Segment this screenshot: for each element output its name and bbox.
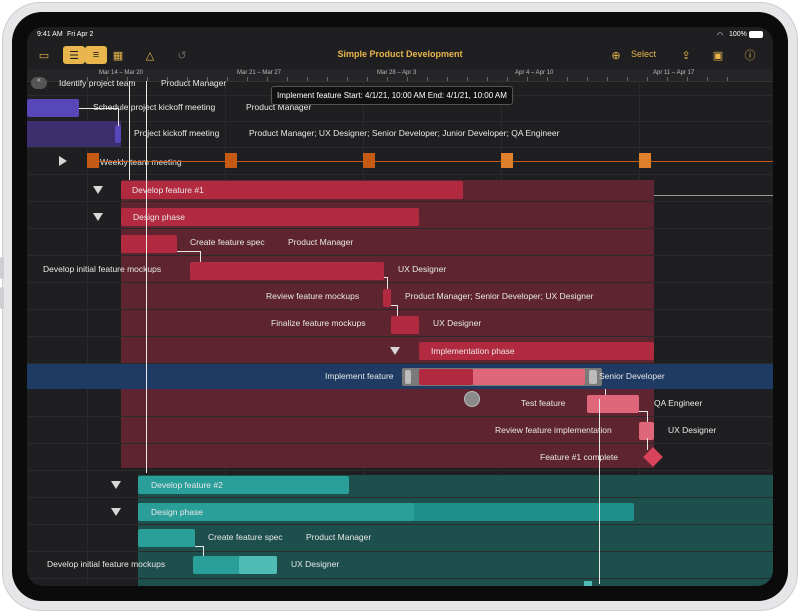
resize-handle-left[interactable] [405, 370, 411, 384]
f1-mock-resource: UX Designer [398, 264, 447, 274]
status-date: Fri Apr 2 [67, 31, 94, 38]
f2-spec-name[interactable]: Create feature spec [208, 532, 283, 542]
info-icon[interactable]: ⓘ [744, 50, 756, 62]
f1-final-name[interactable]: Finalize feature mockups [271, 318, 366, 328]
f1-review-resource: Product Manager; Senior Developer; UX De… [405, 291, 594, 301]
timeline-week: Apr 11 – Apr 17 [653, 70, 695, 76]
f2-mock-progress [239, 556, 277, 574]
f1-spec-name[interactable]: Create feature spec [190, 237, 265, 247]
gantt-chart[interactable]: « Identify project team Product Manager … [27, 77, 773, 586]
feature-2-name[interactable]: Develop feature #2 [151, 480, 223, 490]
progress-handle[interactable] [464, 391, 480, 407]
expand-weekly-icon[interactable] [59, 156, 67, 166]
share-icon[interactable]: ⇪ [681, 49, 691, 62]
task-weekly-name[interactable]: Weekly team meeting [100, 157, 182, 167]
f1-test-resource: QA Engineer [654, 398, 703, 408]
f1-spec-bar[interactable] [121, 235, 177, 253]
f1-impl-name[interactable]: Implementation phase [431, 346, 515, 356]
timeline-week: Mar 21 – Mar 27 [237, 70, 282, 76]
gantt-view-icon[interactable]: ≡ [85, 46, 107, 64]
network-view-icon[interactable]: ▦ [112, 49, 124, 62]
feature-2-bar[interactable] [138, 476, 349, 494]
f1-reviewimpl-resource: UX Designer [668, 425, 717, 435]
f1-mock-name[interactable]: Develop initial feature mockups [43, 264, 162, 274]
f1-final-resource: UX Designer [433, 318, 482, 328]
task-schedule-name[interactable]: Schedule project kickoff meeting [93, 102, 216, 112]
task-tooltip: Implement feature Start: 4/1/21, 10:00 A… [271, 86, 513, 105]
next-task-bar[interactable] [584, 581, 592, 586]
weekly-meeting-bar[interactable] [363, 153, 375, 168]
console-icon[interactable]: ▣ [712, 49, 724, 62]
f2-spec-resource: Product Manager [306, 532, 372, 542]
task-schedule-bar[interactable] [27, 99, 79, 117]
task-schedule-resource: Product Manager [246, 102, 312, 112]
weekly-meeting-bar[interactable] [639, 153, 651, 168]
feature-1-name[interactable]: Develop feature #1 [132, 185, 204, 195]
weekly-meeting-bar[interactable] [225, 153, 237, 168]
toolbar: ▭ ☰ ≡ ▦ △ ↺ ⊕ ⇪ ▣ ⓘ [27, 43, 773, 69]
collapse-impl-phase-icon[interactable] [390, 347, 400, 355]
f1-test-name[interactable]: Test feature [521, 398, 566, 408]
select-button[interactable]: Select [631, 49, 657, 59]
status-time: 9:41 AM [37, 31, 63, 38]
f1-spec-resource: Product Manager [288, 237, 354, 247]
f1-complete-name[interactable]: Feature #1 complete [540, 452, 618, 462]
f2-design-name[interactable]: Design phase [151, 507, 203, 517]
collapse-f2-design-icon[interactable] [111, 508, 121, 516]
f1-implement-remaining[interactable] [473, 369, 585, 385]
weekly-meeting-bar[interactable] [501, 153, 513, 168]
f1-review-name[interactable]: Review feature mockups [266, 291, 360, 301]
f1-implement-name[interactable]: Implement feature [325, 371, 394, 381]
volume-down-button [0, 287, 4, 309]
selected-row [27, 363, 773, 389]
f1-test-bar[interactable] [587, 395, 639, 413]
timeline-week: Apr 4 – Apr 10 [515, 70, 554, 76]
resource-warning-icon[interactable]: △ [145, 49, 155, 62]
screen: 9:41 AM Fri Apr 2 ◠ 100% ▭ ☰ ≡ ▦ △ ↺ ⊕ ⇪… [27, 27, 773, 586]
undo-icon[interactable]: ↺ [177, 49, 187, 62]
volume-up-button [0, 257, 4, 279]
f1-impl-bar[interactable] [419, 342, 654, 360]
wifi-icon: ◠ [717, 32, 724, 39]
f2-design-progress [138, 503, 414, 521]
f1-implement-resource: Senior Developer [599, 371, 665, 381]
f1-implement-bar[interactable] [419, 369, 473, 385]
task-kickoff-resource: Product Manager; UX Designer; Senior Dev… [249, 128, 560, 138]
weekly-meeting-bar[interactable] [87, 153, 99, 168]
task-kickoff-name[interactable]: Project kickoff meeting [134, 128, 220, 138]
collapse-feature-2-icon[interactable] [111, 481, 121, 489]
timeline-week: Mar 28 – Apr 3 [377, 70, 417, 76]
battery-icon [749, 31, 763, 38]
f1-review-bar[interactable] [383, 289, 391, 307]
outline-view-icon[interactable]: ☰ [63, 46, 85, 64]
task-identify-resource: Product Manager [161, 78, 227, 88]
resize-handle-right[interactable] [589, 370, 597, 384]
f2-mock-resource: UX Designer [291, 559, 340, 569]
add-icon[interactable]: ⊕ [611, 49, 621, 62]
timeline-week: Mar 14 – Mar 20 [99, 70, 144, 76]
battery-level: 100% [729, 31, 747, 38]
task-identify-name[interactable]: Identify project team [59, 78, 136, 88]
task-kickoff-bar[interactable] [115, 125, 121, 143]
collapse-design-phase-icon[interactable] [93, 213, 103, 221]
feature-1-bar[interactable] [121, 181, 463, 199]
f1-reviewimpl-name[interactable]: Review feature implementation [495, 425, 612, 435]
f1-reviewimpl-bar[interactable] [639, 422, 654, 440]
f1-design-bar[interactable] [121, 208, 419, 226]
collapse-all-icon[interactable]: « [31, 77, 47, 89]
f2-spec-bar[interactable] [138, 529, 195, 547]
timeline-header: Mar 14 – Mar 20 Mar 21 – Mar 27 Mar 28 –… [27, 69, 773, 82]
f2-mock-name[interactable]: Develop initial feature mockups [47, 559, 166, 569]
f1-mock-bar[interactable] [190, 262, 384, 280]
collapse-feature-1-icon[interactable] [93, 186, 103, 194]
f1-final-bar[interactable] [391, 316, 419, 334]
f1-design-name[interactable]: Design phase [133, 212, 185, 222]
status-bar: 9:41 AM Fri Apr 2 ◠ 100% [27, 27, 773, 43]
folder-icon[interactable]: ▭ [38, 49, 50, 62]
